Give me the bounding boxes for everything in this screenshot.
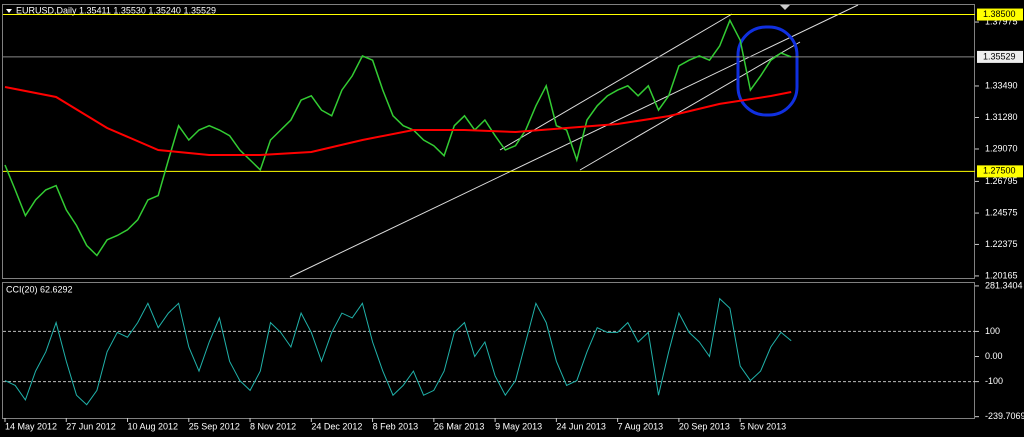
y-tick-label: 1.33490 [985,80,1018,90]
trend-line [579,41,801,171]
indicator-title: CCI(20) 62.6292 [6,284,73,294]
y-tick-label: 100 [985,326,1000,336]
x-tick-label: 24 Jun 2013 [556,421,606,431]
last-price-label: 1.35529 [983,51,1016,61]
x-tick-label: 7 Aug 2013 [618,421,664,431]
y-tick-label: -100 [985,376,1003,386]
level-label-box [977,8,1023,21]
x-tick-label: 10 Aug 2012 [128,421,179,431]
y-tick-label: 0.00 [985,351,1003,361]
x-tick-label: 5 Nov 2013 [740,421,786,431]
series-line [4,297,792,406]
trend-line [289,4,859,278]
trend-line [499,13,733,151]
y-tick-label: 281.3404 [985,280,1023,290]
x-tick-label: 25 Sep 2012 [189,421,240,431]
shift-marker [780,5,790,10]
y-tick-label: 1.22375 [985,239,1018,249]
level-label: 1.27500 [983,166,1016,176]
highlight-ellipse [736,25,799,117]
x-tick-label: 14 May 2012 [5,421,57,431]
x-tick-label: 24 Dec 2012 [311,421,362,431]
y-tick-label: 1.31280 [985,112,1018,122]
y-tick-label: 1.20165 [985,270,1018,280]
menu-icon[interactable] [6,9,12,13]
y-tick-label: 1.24575 [985,207,1018,217]
x-tick-label: 9 May 2013 [495,421,542,431]
x-tick-label: 27 Jun 2012 [66,421,116,431]
y-tick-label: 1.29070 [985,143,1018,153]
y-tick-label: 1.26795 [985,176,1018,186]
x-tick-label: 20 Sep 2013 [679,421,730,431]
y-tick-label: 1.37975 [985,16,1018,26]
series-line [4,18,792,257]
series-line [4,86,792,156]
y-tick-label: -239.7069 [985,411,1024,421]
x-tick-label: 8 Feb 2013 [373,421,419,431]
level-label-box [977,165,1023,178]
x-tick-label: 8 Nov 2012 [250,421,296,431]
price-pane [2,4,975,279]
chart-title: EURUSD,Daily 1.35411 1.35530 1.35240 1.3… [16,5,216,15]
level-label: 1.38500 [983,9,1016,19]
x-tick-label: 26 Mar 2013 [434,421,485,431]
last-price-box [977,50,1023,63]
cci-pane [2,282,975,419]
